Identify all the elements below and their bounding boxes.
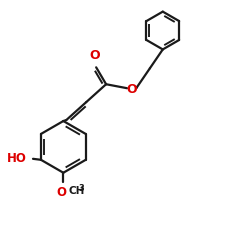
- Text: CH: CH: [68, 186, 85, 196]
- Text: O: O: [90, 49, 101, 62]
- Text: O: O: [127, 83, 137, 96]
- Text: 3: 3: [78, 184, 84, 193]
- Text: HO: HO: [7, 152, 27, 165]
- Text: O: O: [56, 186, 66, 199]
